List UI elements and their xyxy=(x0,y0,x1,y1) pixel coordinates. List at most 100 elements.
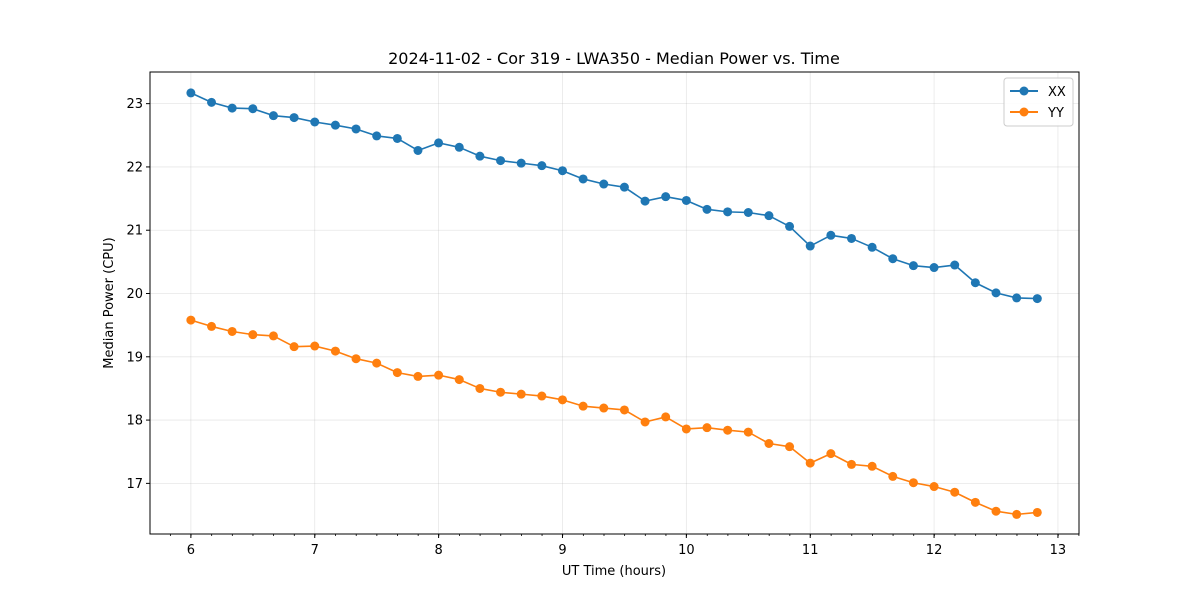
x-tick-label-13: 13 xyxy=(1050,543,1067,558)
data-point-xx xyxy=(186,88,196,98)
data-point-xx xyxy=(454,142,464,152)
y-tick-label-17: 17 xyxy=(126,477,143,492)
data-point-yy xyxy=(557,395,567,405)
data-point-xx xyxy=(619,182,629,192)
data-point-xx xyxy=(351,124,361,134)
data-point-xx xyxy=(743,207,753,217)
data-point-yy xyxy=(826,449,836,459)
y-tick-label-21: 21 xyxy=(126,224,143,239)
data-point-xx xyxy=(867,242,877,252)
grid-lines xyxy=(150,72,1079,534)
data-point-xx xyxy=(310,117,320,127)
data-point-yy xyxy=(723,425,733,435)
series-layer xyxy=(186,88,1042,519)
data-point-xx xyxy=(557,166,567,176)
data-point-xx xyxy=(805,241,815,251)
data-point-yy xyxy=(970,497,980,507)
data-point-xx xyxy=(537,161,547,171)
chart-title: 2024-11-02 - Cor 319 - LWA350 - Median P… xyxy=(388,49,840,68)
plot-frame xyxy=(149,71,1080,535)
data-point-yy xyxy=(268,331,278,341)
data-point-yy xyxy=(908,478,918,488)
data-point-xx xyxy=(640,196,650,206)
data-point-yy xyxy=(991,506,1001,516)
data-point-yy xyxy=(413,371,423,381)
x-tick-label-11: 11 xyxy=(802,543,819,558)
legend: XX YY xyxy=(1003,77,1074,127)
data-point-yy xyxy=(475,383,485,393)
data-point-xx xyxy=(1032,294,1042,304)
data-point-xx xyxy=(413,145,423,155)
y-axis: 17 18 19 20 21 22 23 xyxy=(126,97,150,492)
data-point-yy xyxy=(372,358,382,368)
y-tick-label-18: 18 xyxy=(126,414,143,429)
data-point-yy xyxy=(537,391,547,401)
data-point-yy xyxy=(681,424,691,434)
data-point-xx xyxy=(289,113,299,123)
data-point-yy xyxy=(227,326,237,336)
data-point-xx xyxy=(599,179,609,189)
data-point-yy xyxy=(248,330,258,340)
data-point-xx xyxy=(1012,293,1022,303)
data-point-yy xyxy=(434,370,444,380)
legend-marker-xx xyxy=(1019,86,1029,96)
data-point-yy xyxy=(516,389,526,399)
data-point-yy xyxy=(1032,507,1042,517)
data-point-xx xyxy=(888,254,898,264)
data-point-yy xyxy=(785,442,795,452)
data-point-xx xyxy=(578,174,588,184)
data-point-xx xyxy=(496,156,506,166)
data-point-yy xyxy=(950,487,960,497)
data-point-yy xyxy=(330,346,340,356)
y-tick-label-23: 23 xyxy=(126,97,143,112)
data-point-xx xyxy=(764,211,774,221)
data-point-xx xyxy=(723,207,733,217)
data-point-yy xyxy=(599,403,609,413)
data-point-yy xyxy=(640,417,650,427)
data-point-xx xyxy=(516,158,526,168)
x-tick-label-9: 9 xyxy=(558,543,566,558)
data-point-xx xyxy=(826,230,836,240)
data-point-yy xyxy=(351,354,361,364)
data-point-xx xyxy=(434,138,444,148)
legend-label-xx: XX xyxy=(1048,85,1066,100)
data-point-xx xyxy=(207,97,217,107)
data-point-yy xyxy=(888,471,898,481)
x-axis-label: UT Time (hours) xyxy=(562,564,666,579)
x-tick-label-6: 6 xyxy=(187,543,195,558)
data-point-xx xyxy=(372,131,382,141)
x-tick-label-12: 12 xyxy=(926,543,943,558)
data-point-yy xyxy=(805,458,815,468)
data-point-xx xyxy=(929,263,939,273)
data-point-xx xyxy=(908,261,918,271)
data-point-yy xyxy=(578,401,588,411)
data-point-xx xyxy=(702,204,712,214)
data-point-xx xyxy=(661,192,671,202)
x-tick-label-8: 8 xyxy=(434,543,442,558)
data-point-yy xyxy=(207,321,217,331)
x-tick-label-7: 7 xyxy=(311,543,319,558)
data-point-xx xyxy=(248,104,258,114)
legend-label-yy: YY xyxy=(1047,106,1064,121)
data-point-xx xyxy=(785,221,795,231)
data-point-xx xyxy=(950,260,960,270)
data-point-xx xyxy=(991,288,1001,298)
data-point-yy xyxy=(846,459,856,469)
data-point-yy xyxy=(764,438,774,448)
data-point-xx xyxy=(330,120,340,130)
data-point-xx xyxy=(227,103,237,113)
legend-marker-yy xyxy=(1019,107,1029,117)
y-tick-label-19: 19 xyxy=(126,350,143,365)
data-point-yy xyxy=(392,368,402,378)
data-point-xx xyxy=(268,111,278,121)
y-tick-label-20: 20 xyxy=(126,287,143,302)
data-point-yy xyxy=(619,405,629,415)
data-point-xx xyxy=(475,151,485,161)
data-point-yy xyxy=(929,482,939,492)
data-point-yy xyxy=(310,341,320,351)
data-point-yy xyxy=(496,387,506,397)
data-point-yy xyxy=(289,342,299,352)
data-point-yy xyxy=(661,412,671,422)
